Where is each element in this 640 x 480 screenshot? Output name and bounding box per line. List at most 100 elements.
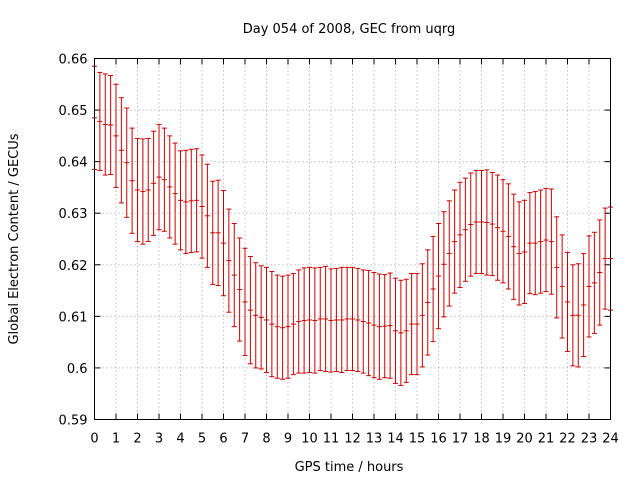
- error-bar-point: [253, 262, 259, 369]
- error-bar-point: [301, 267, 307, 374]
- x-tick-label: 3: [155, 432, 163, 447]
- error-bar-point: [183, 149, 189, 254]
- error-bar-point: [489, 171, 495, 277]
- x-tick-label: 23: [581, 432, 598, 447]
- y-axis-label: Global Electron Content / GECUs: [7, 133, 22, 344]
- error-bar-point: [280, 275, 286, 380]
- x-tick-label: 19: [495, 432, 512, 447]
- error-bar-point: [473, 169, 479, 275]
- x-tick-label: 1: [112, 432, 120, 447]
- error-bar-point: [500, 179, 506, 284]
- error-bar-point: [323, 265, 329, 373]
- x-tick-label: 24: [602, 432, 619, 447]
- error-bar-point: [328, 268, 334, 373]
- error-bar-point: [269, 270, 275, 378]
- error-bar-point: [452, 189, 458, 294]
- error-bar-point: [554, 216, 560, 319]
- error-bar-series: [92, 65, 613, 386]
- error-bar-point: [344, 266, 350, 372]
- error-bar-point: [226, 208, 232, 313]
- error-bar-point: [419, 263, 425, 368]
- error-bar-point: [312, 267, 318, 374]
- error-bar-point: [436, 223, 441, 330]
- error-bar-point: [129, 127, 135, 234]
- error-bar-point: [108, 75, 114, 176]
- y-tick-label: 0.65: [59, 104, 88, 119]
- error-bar-point: [393, 277, 398, 384]
- error-bar-point: [581, 252, 587, 358]
- tick-labels: 0 1 2 3 4 5 6 7 8 9 10 11 12 13 14 15 16 17 18 19 20 21 22 23 24…: [59, 53, 619, 447]
- error-bar-point: [199, 154, 205, 259]
- error-bar-point: [221, 190, 226, 297]
- x-tick-label: 16: [430, 432, 447, 447]
- error-bar-point: [570, 264, 576, 367]
- error-bar-point: [210, 180, 216, 285]
- x-tick-label: 20: [516, 432, 533, 447]
- error-bar-point: [366, 269, 372, 377]
- error-bar-point: [516, 201, 522, 306]
- error-bar-point: [285, 274, 291, 379]
- error-bar-point: [258, 265, 264, 370]
- y-tick-label: 0.59: [59, 414, 88, 429]
- error-bar-point: [575, 263, 581, 368]
- error-bar-point: [548, 188, 554, 295]
- error-bar-point: [538, 189, 544, 294]
- error-bar-point: [414, 273, 420, 376]
- error-bar-point: [296, 269, 302, 374]
- error-bar-point: [145, 137, 151, 243]
- error-bar-point: [495, 174, 501, 281]
- error-bar-point: [204, 163, 210, 268]
- error-bar-point: [597, 219, 603, 326]
- error-bar-point: [441, 211, 447, 318]
- error-bar-point: [167, 135, 173, 239]
- error-bar-point: [376, 273, 382, 380]
- error-bar-point: [522, 199, 527, 304]
- x-tick-label: 22: [559, 432, 576, 447]
- error-bar-point: [151, 130, 157, 236]
- chart-title: Day 054 of 2008, GEC from uqrg: [243, 22, 456, 37]
- error-bar-point: [371, 272, 377, 379]
- error-bar-point: [350, 266, 355, 372]
- x-tick-label: 14: [387, 432, 404, 447]
- error-bar-point: [382, 274, 388, 379]
- error-bar-point: [602, 207, 608, 310]
- error-bar-point: [543, 187, 549, 293]
- x-tick-label: 15: [409, 432, 426, 447]
- error-bar-point: [97, 71, 103, 171]
- error-bar-point: [274, 274, 280, 379]
- error-bar-point: [457, 181, 463, 288]
- x-tick-label: 21: [538, 432, 555, 447]
- error-bar-point: [355, 267, 361, 373]
- x-tick-label: 18: [473, 432, 490, 447]
- error-bar-point: [559, 234, 565, 339]
- error-bar-point: [360, 269, 366, 374]
- x-tick-label: 11: [323, 432, 340, 447]
- error-bar-point: [194, 148, 200, 253]
- error-bar-point: [446, 200, 452, 307]
- error-bar-point: [140, 138, 146, 245]
- x-tick-label: 8: [262, 432, 270, 447]
- y-tick-label: 0.63: [59, 207, 88, 222]
- error-bar-point: [172, 142, 178, 245]
- x-tick-label: 12: [344, 432, 361, 447]
- error-bar-point: [231, 223, 237, 328]
- error-bar-point: [479, 169, 484, 275]
- error-bar-point: [242, 247, 248, 357]
- error-bar-point: [484, 169, 490, 276]
- x-tick-label: 9: [284, 432, 292, 447]
- error-bar-point: [317, 266, 323, 372]
- x-tick-label: 17: [452, 432, 469, 447]
- y-tick-label: 0.62: [59, 259, 88, 274]
- error-bar-point: [387, 272, 393, 379]
- x-tick-label: 6: [219, 432, 227, 447]
- error-bar-point: [215, 179, 221, 286]
- x-tick-label: 10: [301, 432, 318, 447]
- error-bar-point: [409, 273, 415, 376]
- x-tick-label: 5: [198, 432, 206, 447]
- error-bar-point: [113, 83, 119, 188]
- y-tick-label: 0.66: [59, 53, 88, 68]
- y-tick-label: 0.61: [59, 310, 88, 325]
- error-bar-point: [398, 279, 404, 386]
- error-bar-point: [505, 183, 511, 290]
- error-bar-point: [178, 150, 183, 251]
